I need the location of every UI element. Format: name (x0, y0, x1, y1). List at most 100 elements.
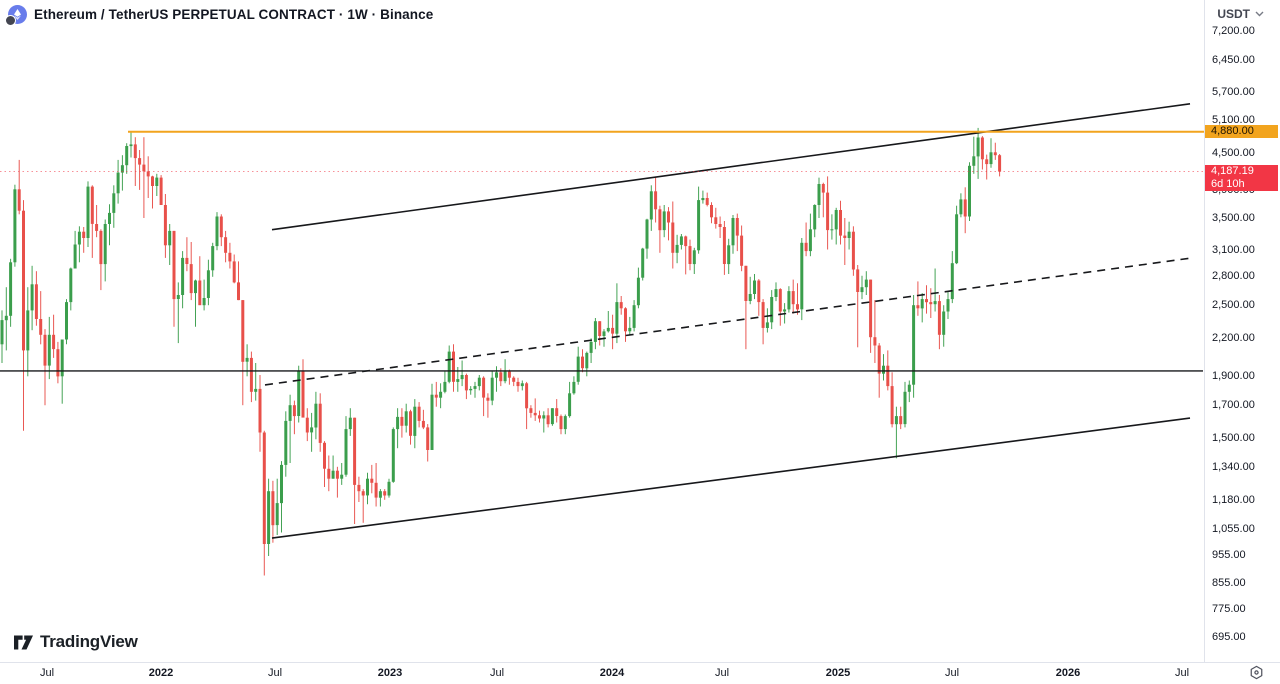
candle-up (495, 372, 498, 378)
candle-up (576, 356, 580, 382)
candle-down (851, 231, 855, 270)
candle-up (817, 184, 821, 205)
candle-up (460, 375, 464, 380)
candle-up (847, 231, 851, 238)
candle-down (357, 484, 361, 492)
candle-up (469, 388, 473, 391)
last-price-value: 4,187.19 (1211, 164, 1254, 177)
candle-up (593, 321, 597, 342)
candle-down (452, 351, 455, 382)
candle-down (735, 218, 739, 236)
candle-down (133, 144, 137, 159)
candle-up (701, 198, 705, 201)
candle-down (619, 302, 623, 309)
price-tick: 3,100.00 (1212, 243, 1255, 256)
candle-up (30, 284, 34, 311)
price-tick: 5,700.00 (1212, 85, 1255, 98)
candle-up (976, 137, 980, 157)
symbol-header[interactable]: Ethereum / TetherUS PERPETUAL CONTRACT ·… (5, 5, 433, 26)
candle-up (69, 268, 73, 303)
candle-up (288, 405, 292, 421)
price-tick: 1,900.00 (1212, 370, 1255, 383)
currency-unit-toggle[interactable]: USDT (1217, 7, 1264, 21)
candle-up (447, 351, 451, 382)
candle-up (378, 491, 382, 498)
candle-up (103, 224, 107, 265)
candle-down (17, 189, 21, 211)
candle-up (641, 248, 645, 278)
candle-down (163, 205, 167, 246)
candle-up (4, 315, 8, 321)
candle-up (284, 420, 288, 465)
candle-down (993, 152, 997, 156)
candle-down (417, 406, 421, 421)
time-tick-month: Jul (39, 667, 55, 679)
candle-up (181, 257, 185, 295)
candle-up (950, 263, 954, 300)
candle-down (426, 427, 430, 450)
candle-down (99, 230, 103, 265)
candle-down (374, 482, 378, 498)
candle-up (211, 246, 215, 271)
alert-price-value: 4,880.00 (1211, 125, 1254, 138)
candle-up (542, 415, 546, 419)
candle-up (387, 481, 391, 496)
candle-down (301, 370, 305, 418)
candle-up (968, 165, 971, 217)
candle-up (606, 327, 610, 332)
candle-up (933, 301, 937, 305)
candle-up (946, 299, 950, 312)
candle-down (555, 408, 559, 416)
time-tick-year: 2022 (148, 667, 174, 679)
candle-down (654, 191, 658, 210)
candle-down (658, 209, 662, 231)
candle-down (323, 442, 326, 469)
candle-down (757, 280, 761, 303)
candle-up (942, 311, 946, 335)
candle-down (529, 408, 533, 413)
candle-down (998, 155, 1002, 172)
candle-down (353, 417, 357, 485)
candle-up (413, 406, 417, 436)
candle-down (400, 416, 404, 426)
candle-down (873, 337, 877, 346)
candle-down (185, 257, 189, 264)
candle-up (125, 146, 129, 166)
candle-up (280, 464, 283, 504)
candle-up (404, 411, 408, 426)
price-axis[interactable]: 7,200.00 6,450.00 5,700.00 5,100.00 4,500.00… (1204, 0, 1280, 662)
candle-down (611, 327, 615, 334)
candle-up (959, 199, 963, 215)
candle-up (632, 305, 636, 328)
candle-down (963, 199, 967, 217)
price-tick: 695.00 (1212, 631, 1246, 643)
price-tick: 2,500.00 (1212, 299, 1255, 312)
candle-down (138, 158, 142, 165)
candle-down (929, 302, 933, 305)
candle-up (800, 242, 804, 310)
candle-up (834, 210, 838, 230)
candle-up (168, 230, 172, 246)
candle-down (198, 280, 202, 306)
candle-up (813, 205, 817, 230)
candle-down (22, 210, 25, 351)
candle-up (206, 270, 210, 298)
time-axis[interactable]: Jul 2022 Jul 2023 Jul 2024 Jul 2025 Jul 2026 Jul (0, 662, 1280, 684)
settings-gear-icon[interactable] (1249, 665, 1264, 684)
price-tick: 6,450.00 (1212, 53, 1255, 66)
candle-up (202, 298, 206, 306)
candle-up (473, 386, 477, 389)
candle-down (778, 289, 782, 312)
candle-down (710, 205, 713, 218)
candle-up (120, 165, 124, 173)
candle-up (13, 189, 17, 263)
candle-down (890, 386, 894, 425)
candle-down (172, 230, 176, 300)
candle-up (245, 357, 249, 362)
candle-down (796, 304, 799, 310)
candle-up (602, 331, 606, 336)
tradingview-logo[interactable]: TradingView (13, 632, 138, 652)
candle-up (615, 302, 619, 334)
